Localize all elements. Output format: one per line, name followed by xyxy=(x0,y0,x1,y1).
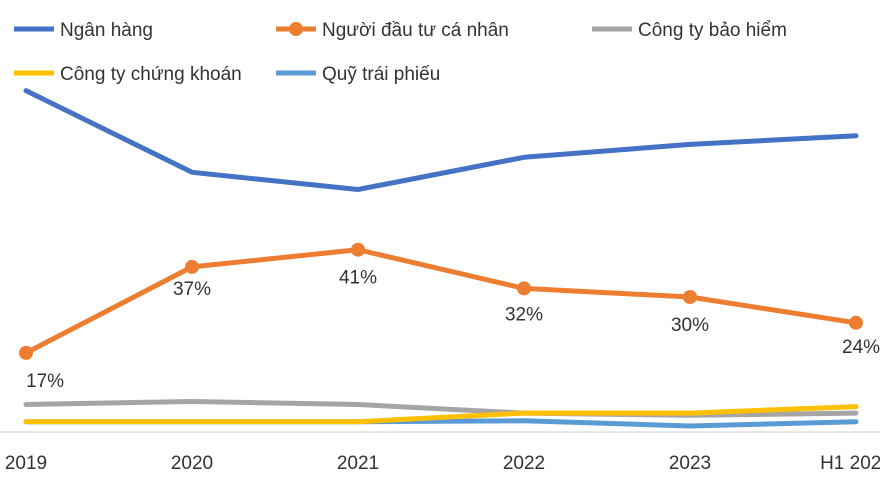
legend-item-ngan-hang: Ngân hàng xyxy=(14,20,153,41)
x-tick-label: 2020 xyxy=(171,453,213,474)
data-label: 30% xyxy=(671,315,709,336)
legend-label: Ngân hàng xyxy=(60,20,153,41)
legend-item-nguoi-dau-tu-ca-nhan: Người đầu tư cá nhân xyxy=(276,20,509,41)
data-label: 17% xyxy=(26,371,64,392)
series-ngan-hang xyxy=(23,88,859,192)
series-line xyxy=(23,399,859,418)
series-line xyxy=(23,404,859,425)
data-point xyxy=(683,290,697,304)
legend-item-quy-trai-phieu: Quỹ trái phiếu xyxy=(276,64,440,85)
series-line xyxy=(23,88,859,192)
data-point xyxy=(351,242,365,257)
data-point xyxy=(849,315,863,330)
legend-item-cong-ty-chung-khoan: Công ty chứng khoán xyxy=(14,64,242,85)
legend-label: Công ty chứng khoán xyxy=(60,64,242,85)
data-point xyxy=(19,345,33,360)
x-axis: 2019 2020 2021 2022 2023 H1 2024 xyxy=(5,453,880,474)
legend-label: Người đầu tư cá nhân xyxy=(322,20,509,41)
x-tick-label: 2021 xyxy=(337,453,379,474)
legend-marker xyxy=(289,22,303,36)
data-label: 32% xyxy=(505,304,543,325)
data-label: 41% xyxy=(339,268,377,289)
legend: Ngân hàng Người đầu tư cá nhân Công ty bảo… xyxy=(14,20,787,85)
series-cong-ty-bao-hiem xyxy=(23,399,859,418)
legend-label: Quỹ trái phiếu xyxy=(322,64,440,85)
plot-area xyxy=(19,88,863,429)
series-cong-ty-chung-khoan xyxy=(23,404,859,425)
legend-label: Công ty bảo hiểm xyxy=(638,20,787,41)
x-tick-label: 2023 xyxy=(669,453,711,474)
series-line xyxy=(23,247,859,356)
x-tick-label: H1 2024 xyxy=(820,453,880,474)
legend-item-cong-ty-bao-hiem: Công ty bảo hiểm xyxy=(592,20,787,41)
data-point xyxy=(517,281,531,296)
x-tick-label: 2019 xyxy=(5,453,47,474)
data-label: 37% xyxy=(173,279,211,300)
data-labels: 17% 37% 41% 32% 30% 24% xyxy=(26,268,880,392)
data-point xyxy=(185,259,199,274)
data-label: 24% xyxy=(842,337,880,358)
x-tick-label: 2022 xyxy=(503,453,545,474)
series-nguoi-dau-tu-ca-nhan xyxy=(19,242,863,360)
